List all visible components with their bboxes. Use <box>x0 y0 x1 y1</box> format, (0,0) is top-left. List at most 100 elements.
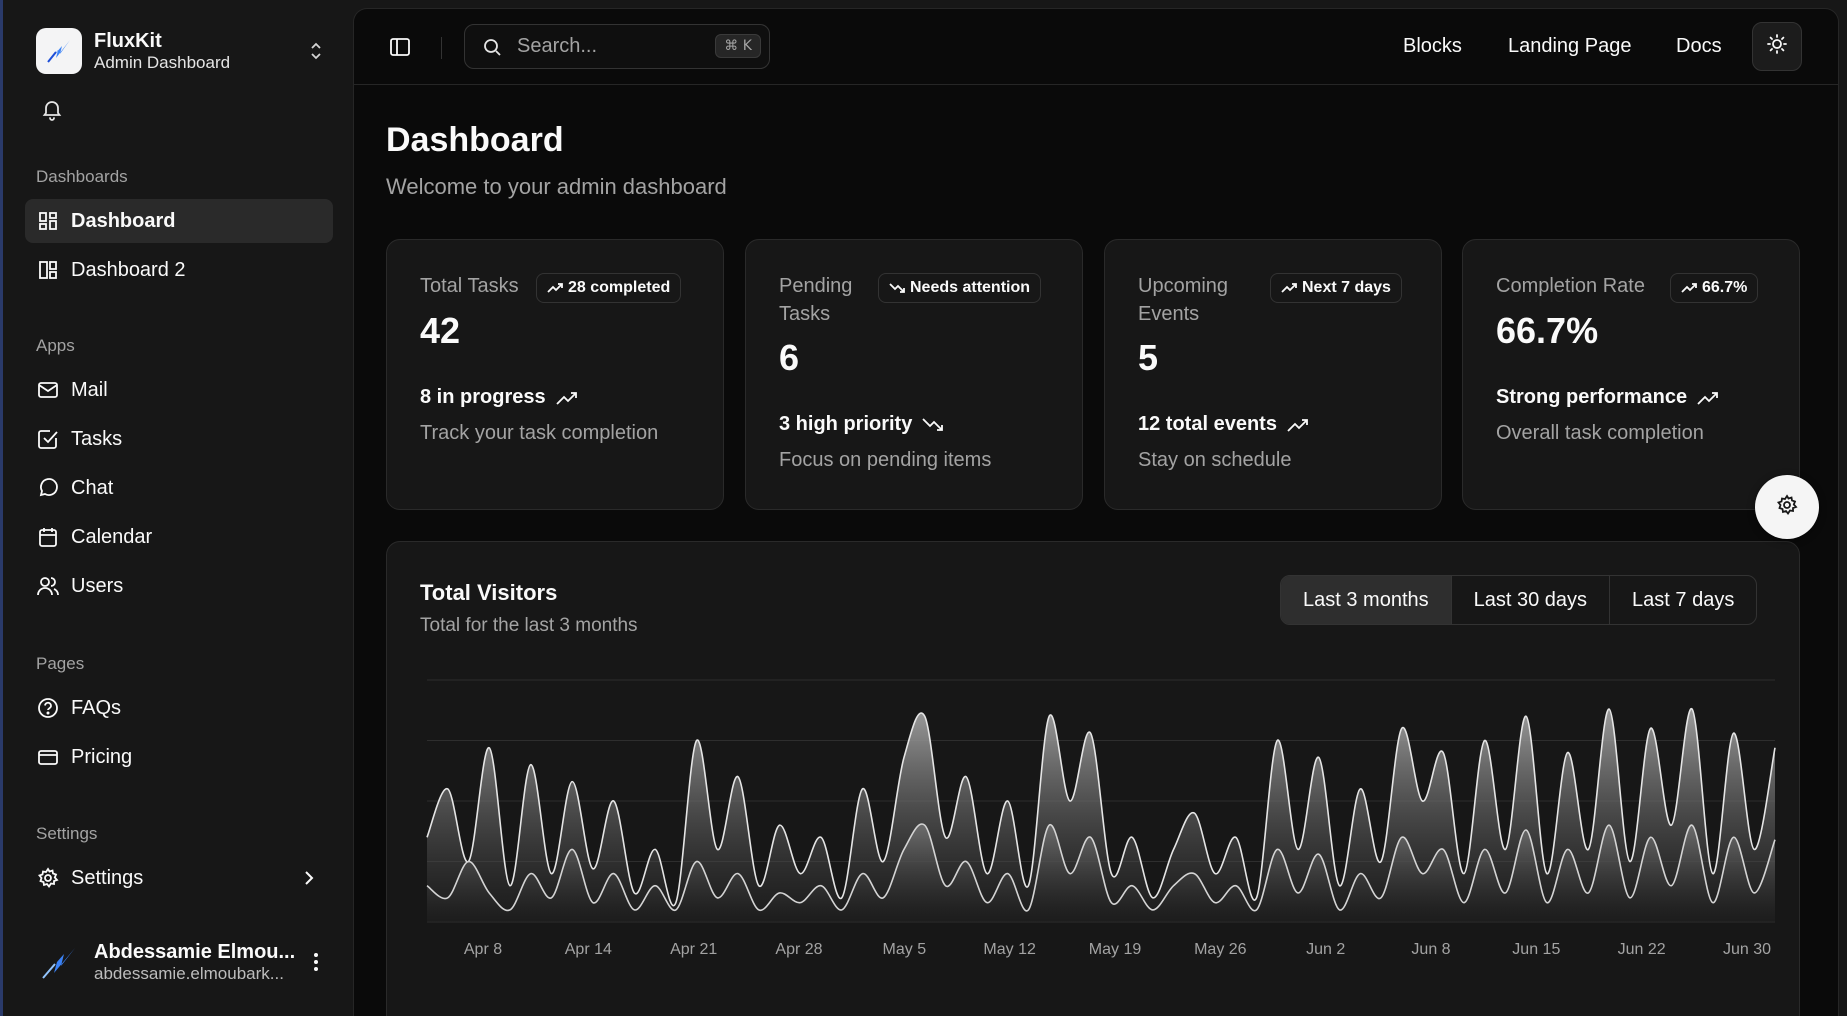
stat-card-total-tasks: Total Tasks 28 completed 42 8 in progres… <box>386 239 724 510</box>
page-title: Dashboard <box>386 121 564 159</box>
sidebar-item-label: Users <box>71 574 124 597</box>
card-label: Total Tasks <box>420 275 519 297</box>
sidebar-item-pricing[interactable]: Pricing <box>25 735 333 779</box>
card-footer-title: 3 high priority <box>779 413 944 436</box>
x-tick-label: Apr 21 <box>670 941 717 958</box>
section-label-settings: Settings <box>36 824 98 843</box>
footer-text: 12 total events <box>1138 413 1277 435</box>
x-tick-label: Apr 28 <box>775 941 822 958</box>
topbar: ⌘ K Blocks Landing Page Docs <box>354 9 1838 85</box>
section-label-pages: Pages <box>36 654 85 673</box>
trending-up-icon <box>1681 283 1697 293</box>
sidebar-item-tasks[interactable]: Tasks <box>25 417 333 461</box>
sidebar-item-label: Chat <box>71 476 114 499</box>
sidebar-item-settings[interactable]: Settings <box>25 856 333 900</box>
visitors-chart-card: Total Visitors Total for the last 3 mont… <box>386 541 1800 1016</box>
card-footer-title: 12 total events <box>1138 413 1309 436</box>
main-content: ⌘ K Blocks Landing Page Docs Dashboard W… <box>353 8 1839 1016</box>
x-tick-label: Jun 8 <box>1411 941 1450 958</box>
x-tick-label: Apr 14 <box>565 941 612 958</box>
trending-up-icon <box>1287 418 1308 432</box>
theme-toggle-button[interactable] <box>1752 22 1802 71</box>
sidebar-item-label: FAQs <box>71 696 122 719</box>
sidebar-item-users[interactable]: Users <box>25 564 333 608</box>
card-value: 42 <box>420 310 461 351</box>
status-badge: 28 completed <box>536 273 682 303</box>
range-last-3-months[interactable]: Last 3 months <box>1281 576 1452 624</box>
trending-up-icon <box>547 283 563 293</box>
x-tick-label: Jun 2 <box>1306 941 1345 958</box>
card-value: 5 <box>1138 337 1159 378</box>
nav-link-docs[interactable]: Docs <box>1676 35 1722 57</box>
message-circle-icon <box>37 477 59 499</box>
bell-icon[interactable] <box>40 97 64 121</box>
sidebar-item-mail[interactable]: Mail <box>25 368 333 412</box>
status-badge: 66.7% <box>1670 273 1759 303</box>
chart-title: Total Visitors <box>420 580 558 605</box>
user-email: abdessamie.elmoubark... <box>94 964 284 983</box>
range-last-7-days[interactable]: Last 7 days <box>1632 588 1735 611</box>
layout-panels-icon <box>37 259 59 281</box>
sidebar-item-dashboard[interactable]: Dashboard <box>25 199 333 243</box>
range-last-30-days[interactable]: Last 30 days <box>1452 576 1611 624</box>
sidebar-item-calendar[interactable]: Calendar <box>25 515 333 559</box>
brand-name: FluxKit <box>94 30 162 52</box>
layout-dashboard-icon <box>37 210 59 232</box>
card-footer-note: Overall task completion <box>1496 422 1704 444</box>
x-tick-label: Apr 8 <box>464 941 502 958</box>
nav-link-landing-page[interactable]: Landing Page <box>1508 35 1632 57</box>
trending-up-icon <box>1281 283 1297 293</box>
gear-icon <box>37 867 59 889</box>
series-area-2 <box>427 823 1775 922</box>
card-label: Upcoming Events <box>1138 275 1229 325</box>
sidebar-item-label: Dashboard 2 <box>71 258 186 281</box>
settings-fab-button[interactable] <box>1755 475 1819 539</box>
sidebar-item-dashboard-2[interactable]: Dashboard 2 <box>25 248 333 292</box>
x-tick-label: May 19 <box>1089 941 1142 958</box>
card-footer-title: Strong performance <box>1496 386 1719 409</box>
trending-up-icon <box>1697 391 1719 405</box>
card-footer-note: Focus on pending items <box>779 449 992 471</box>
shortcut-hint: ⌘ K <box>715 34 761 58</box>
stat-card-pending-tasks: Pending Tasks Needs attention 6 3 high p… <box>745 239 1083 510</box>
panel-left-icon[interactable] <box>388 35 412 59</box>
calendar-icon <box>37 526 59 548</box>
card-value: 66.7% <box>1496 310 1599 351</box>
sidebar-item-faqs[interactable]: FAQs <box>25 686 333 730</box>
search-input[interactable] <box>517 35 697 58</box>
footer-text: 3 high priority <box>779 413 913 435</box>
card-value: 6 <box>779 337 800 378</box>
mail-icon <box>37 379 59 401</box>
sidebar-item-label: Settings <box>71 866 144 889</box>
card-footer-note: Track your task completion <box>420 422 659 444</box>
badge-label: 66.7% <box>1702 279 1748 296</box>
more-vertical-icon[interactable] <box>306 947 326 977</box>
footer-text: Strong performance <box>1496 386 1688 408</box>
team-switcher[interactable]: FluxKit Admin Dashboard <box>36 28 326 74</box>
users-icon <box>37 575 59 597</box>
trending-down-icon <box>889 283 905 293</box>
help-circle-icon <box>37 697 59 719</box>
x-tick-label: May 26 <box>1194 941 1247 958</box>
chevron-right-icon <box>299 868 319 888</box>
card-footer-title: 8 in progress <box>420 386 578 409</box>
card-label: Pending Tasks <box>779 275 853 325</box>
sidebar-item-chat[interactable]: Chat <box>25 466 333 510</box>
search-icon <box>481 36 503 58</box>
nav-link-blocks[interactable]: Blocks <box>1403 35 1462 57</box>
check-square-icon <box>37 428 59 450</box>
brand-logo-icon <box>36 28 82 74</box>
chevrons-up-down-icon <box>306 36 326 66</box>
search-box[interactable]: ⌘ K <box>464 24 770 69</box>
user-menu[interactable]: Abdessamie Elmou... abdessamie.elmoubark… <box>36 936 326 988</box>
status-badge: Needs attention <box>878 273 1042 303</box>
toolbar-divider <box>441 37 442 59</box>
visitors-area-chart[interactable]: Apr 8 Apr 14 Apr 21 Apr 28 May 5 May 12 May 19… <box>387 642 1801 1002</box>
series-line-1 <box>426 708 1776 907</box>
x-tick-label: Jun 30 <box>1723 941 1771 958</box>
sidebar-item-label: Dashboard <box>71 209 176 232</box>
section-label-dashboards: Dashboards <box>36 167 128 186</box>
x-tick-label: Jun 15 <box>1512 941 1560 958</box>
sidebar-item-label: Calendar <box>71 525 153 548</box>
sidebar-item-label: Mail <box>71 378 108 401</box>
